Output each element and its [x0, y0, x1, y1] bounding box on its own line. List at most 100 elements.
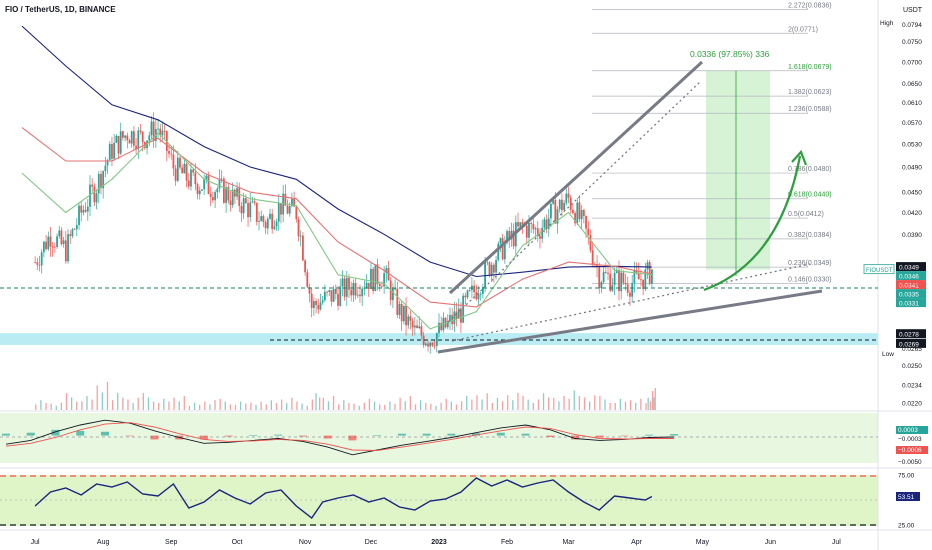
candle-down: [69, 234, 72, 236]
candle-down: [530, 222, 533, 224]
macd-tick-label: 0.0003: [898, 427, 918, 434]
macd-histogram-bar: [422, 433, 431, 436]
macd-histogram-bar: [76, 430, 85, 436]
volume-bar: [60, 402, 63, 410]
candle-up: [106, 160, 109, 166]
symbol-tag-label: FIOUSDT: [866, 268, 893, 274]
volume-bar: [322, 397, 324, 410]
volume-bar: [142, 393, 144, 410]
volume-bar: [296, 401, 298, 410]
candle-up: [651, 269, 653, 284]
volume-bar: [137, 397, 139, 410]
candle-down: [637, 272, 640, 280]
volume-bar: [430, 403, 432, 410]
candle-down: [475, 292, 478, 300]
candle-down: [139, 130, 142, 132]
candle-down: [444, 317, 447, 328]
candle-up: [258, 221, 260, 222]
macd-histogram-bar: [373, 435, 382, 436]
candle-down: [38, 264, 41, 266]
candle-up: [56, 236, 58, 248]
fib-level-label: 0.618(0.0440): [788, 192, 832, 199]
volume-bar: [50, 403, 52, 410]
volume-bar: [338, 404, 340, 410]
time-axis[interactable]: Jul Aug Sep Oct Nov Dec 2023 Feb Mar Apr May Jun Jul: [31, 539, 842, 546]
candle-up: [600, 282, 603, 289]
candle-down: [60, 230, 63, 245]
candle-up: [273, 226, 276, 230]
candle-down: [286, 205, 289, 214]
candle-down: [141, 131, 144, 143]
candle-down: [111, 144, 113, 159]
candle-down: [49, 236, 52, 247]
macd-histogram-bar: [26, 432, 35, 436]
candle-down: [117, 135, 120, 154]
candle-down: [517, 222, 519, 227]
candle-up: [203, 179, 206, 190]
candle-down: [578, 202, 581, 220]
candle-down: [84, 209, 87, 212]
volume-bar: [219, 398, 221, 410]
candle-down: [187, 180, 190, 187]
candle-down: [207, 175, 210, 194]
candle-down: [100, 173, 102, 189]
price-marker-label: 0.0269: [899, 341, 919, 348]
candle-down: [310, 293, 313, 308]
candle-down: [172, 154, 175, 169]
volume-bar: [315, 393, 317, 410]
fib-levels: 2.272(0.0836) 2(0.0771) 1.618(0.0679) 1.382…: [592, 2, 832, 284]
volume-bar: [173, 397, 175, 410]
candle-up: [503, 242, 506, 260]
price-axis[interactable]: 0.0794 0.0750 0.0700 0.0650 0.0610 0.0570 0.05…: [896, 22, 928, 530]
volume-bar: [486, 393, 488, 410]
macd-value-tag: [896, 426, 928, 434]
fib-level-label: 1.382(0.0623): [788, 89, 832, 96]
volume-bar: [70, 397, 73, 410]
price-marker-tag: [896, 298, 926, 308]
candle-up: [201, 189, 203, 191]
price-tick-label: 0.0700: [902, 59, 922, 66]
candle-up: [275, 221, 278, 227]
candle-up: [242, 198, 245, 214]
fib-level-label: 1.236(0.0588): [788, 106, 832, 113]
volume-bar: [270, 400, 273, 410]
candle-down: [348, 277, 350, 290]
macd-histogram-bar: [670, 434, 678, 436]
rsi-tick-label: 53.51: [898, 494, 915, 501]
candle-down: [411, 320, 414, 328]
volume-bar: [651, 391, 654, 410]
candle-up: [113, 142, 116, 159]
price-marker-label: 0.0349: [899, 265, 919, 272]
price-marker-label: 0.0341: [899, 283, 919, 290]
volume-bar: [224, 401, 226, 410]
volume-bar: [553, 397, 555, 410]
candle-down: [135, 145, 137, 150]
candle-up: [528, 222, 530, 238]
candle-down: [626, 284, 629, 293]
candle-up: [40, 252, 43, 266]
fib-level-label: 0.5(0.0412): [788, 211, 824, 218]
candle-up: [466, 290, 469, 298]
price-tick-label: 0.0490: [902, 164, 922, 171]
candle-up: [497, 243, 500, 261]
price-tick-label: 0.0450: [902, 190, 922, 197]
candle-up: [86, 206, 89, 212]
time-tick-label: Sep: [165, 539, 178, 546]
candle-up: [486, 262, 489, 264]
macd-histogram-bar: [249, 435, 258, 436]
volume-bar: [106, 382, 109, 410]
price-tick-label: 0.0610: [902, 100, 922, 107]
candle-up: [183, 163, 186, 174]
volume-bar: [117, 392, 119, 410]
candle-down: [607, 272, 609, 274]
volume-bar: [209, 404, 211, 410]
volume-bar: [481, 399, 483, 410]
rsi-line: [34, 477, 653, 520]
volume-bar: [414, 404, 417, 410]
candle-up: [299, 235, 302, 237]
candle-down: [354, 283, 357, 296]
candle-down: [185, 163, 188, 181]
macd-tick-label: −0.0050: [898, 459, 922, 466]
candle-down: [512, 230, 515, 247]
volume-bar: [76, 401, 78, 410]
